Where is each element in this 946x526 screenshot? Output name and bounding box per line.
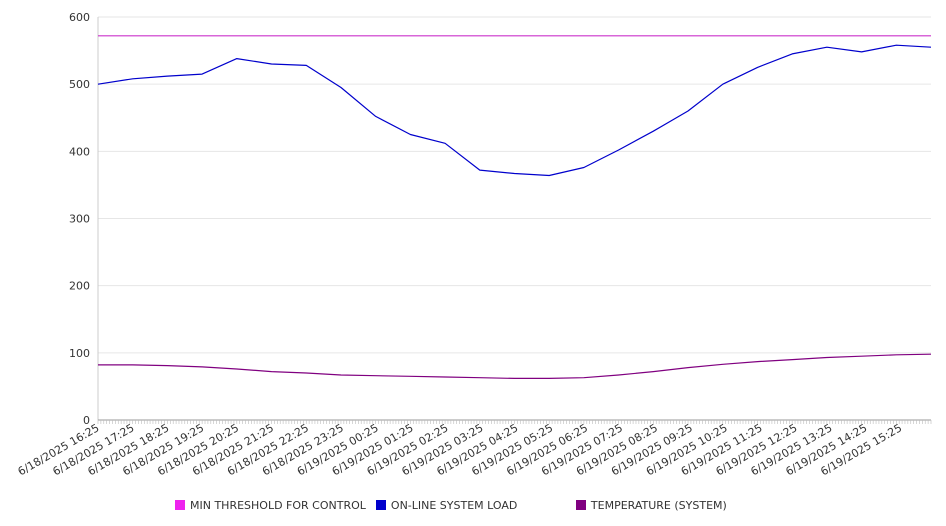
series-line-2: [98, 353, 932, 379]
legend-label-threshold: MIN THRESHOLD FOR CONTROL: [190, 498, 366, 512]
legend-label-temperature: TEMPERATURE (SYSTEM): [590, 498, 727, 512]
series-line-1: [97, 44, 932, 177]
grid-lines: [98, 16, 931, 421]
axes: [97, 17, 932, 424]
legend-item-threshold[interactable]: MIN THRESHOLD FOR CONTROL: [175, 499, 366, 512]
legend-item-load[interactable]: ON-LINE SYSTEM LOAD: [375, 498, 576, 512]
x-axis-ticks: 6/18/2025 16:256/18/2025 17:256/18/2025 …: [16, 421, 905, 478]
legend-swatch-load: [375, 500, 386, 510]
legend-swatch-temperature: [575, 500, 586, 510]
legend-item-temperature[interactable]: TEMPERATURE (SYSTEM): [575, 498, 727, 512]
series-lines: [97, 35, 932, 379]
y-tick-label: 400: [69, 145, 90, 158]
y-tick-label: 500: [69, 78, 90, 91]
y-axis-ticks: 0 100 200 300 400 500 600: [69, 11, 90, 427]
y-tick-label: 200: [69, 280, 90, 293]
legend: MIN THRESHOLD FOR CONTROL ON-LINE SYSTEM…: [175, 497, 875, 513]
y-tick-label: 300: [69, 213, 90, 226]
y-tick-label: 0: [83, 414, 90, 427]
y-tick-label: 100: [69, 347, 90, 360]
legend-swatch-threshold: [175, 500, 185, 510]
y-tick-label: 600: [69, 11, 90, 24]
legend-label-load: ON-LINE SYSTEM LOAD: [390, 498, 518, 512]
